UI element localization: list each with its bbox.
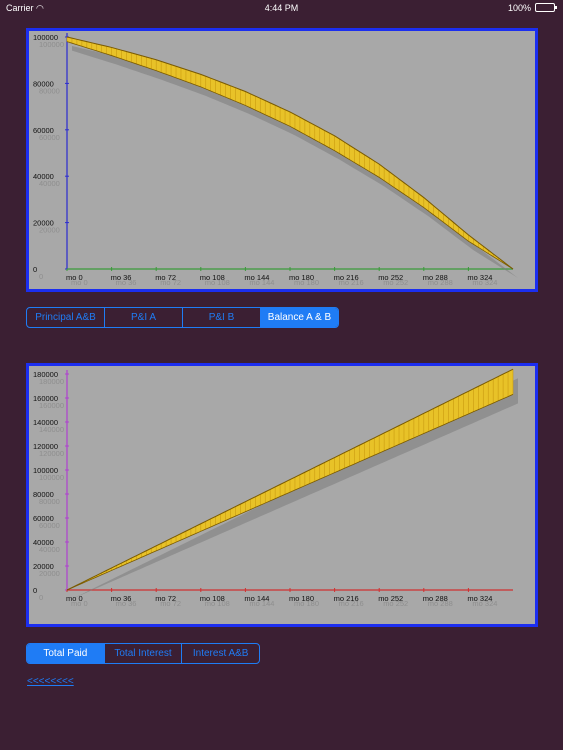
x-tick-shadow: mo 72 xyxy=(160,599,181,608)
y-tick-label: 100000 xyxy=(33,466,58,475)
x-tick-label: mo 72 xyxy=(155,273,176,282)
series-a-line xyxy=(66,36,514,270)
x-tick-label: mo 216 xyxy=(334,273,359,282)
x-tick-label: mo 72 xyxy=(155,594,176,603)
chart-mode-selector-bottom[interactable]: Total Paid Total Interest Interest A&B xyxy=(26,643,260,664)
x-tick-label: mo 252 xyxy=(378,594,403,603)
y-tick-shadow: 100000 xyxy=(39,473,64,482)
y-tick-label: 120000 xyxy=(33,442,58,451)
status-bar: Carrier ◠ 4:44 PM 100% xyxy=(0,0,563,16)
y-tick-shadow: 120000 xyxy=(39,449,64,458)
x-tick-label: mo 108 xyxy=(200,273,225,282)
y-tick-shadow: 20000 xyxy=(39,569,60,578)
x-tick-shadow: mo 36 xyxy=(116,599,137,608)
wifi-icon: ◠ xyxy=(36,3,44,13)
x-tick-shadow: mo 180 xyxy=(294,278,319,287)
x-tick-label: mo 216 xyxy=(334,594,359,603)
y-tick-label: 40000 xyxy=(33,538,54,547)
y-tick-shadow: 180000 xyxy=(39,377,64,386)
x-tick-shadow: mo 324 xyxy=(472,278,497,287)
x-tick-label: mo 324 xyxy=(467,594,492,603)
x-tick-label: mo 0 xyxy=(66,594,83,603)
y-tick-label: 100000 xyxy=(33,33,58,42)
x-tick-shadow: mo 144 xyxy=(249,278,274,287)
y-tick-label: 160000 xyxy=(33,394,58,403)
y-tick-shadow: 60000 xyxy=(39,133,60,142)
x-tick-label: mo 180 xyxy=(289,594,314,603)
x-tick-shadow: mo 72 xyxy=(160,278,181,287)
x-tick-shadow: mo 288 xyxy=(428,278,453,287)
y-tick-shadow: 160000 xyxy=(39,401,64,410)
x-tick-label: mo 108 xyxy=(200,594,225,603)
y-tick-shadow: 40000 xyxy=(39,179,60,188)
x-tick-shadow: mo 288 xyxy=(428,599,453,608)
total-interest-button[interactable]: Total Interest xyxy=(105,644,183,663)
x-tick-shadow: mo 252 xyxy=(383,599,408,608)
carrier-label: Carrier xyxy=(6,3,34,13)
series-a-line xyxy=(66,368,514,591)
series-band xyxy=(67,37,513,269)
y-tick-label: 0 xyxy=(33,586,37,595)
x-tick-label: mo 288 xyxy=(423,594,448,603)
band-shadow xyxy=(72,46,518,278)
y-tick-label: 60000 xyxy=(33,514,54,523)
x-tick-label: mo 288 xyxy=(423,273,448,282)
battery-icon xyxy=(535,3,557,12)
y-tick-label: 140000 xyxy=(33,418,58,427)
x-tick-shadow: mo 0 xyxy=(71,278,88,287)
x-tick-label: mo 144 xyxy=(244,273,269,282)
x-tick-label: mo 36 xyxy=(111,594,132,603)
y-tick-shadow: 0 xyxy=(39,272,43,281)
x-tick-shadow: mo 216 xyxy=(339,599,364,608)
x-tick-label: mo 0 xyxy=(66,273,83,282)
y-tick-label: 40000 xyxy=(33,172,54,181)
principal-ab-button[interactable]: Principal A&B xyxy=(27,308,105,327)
interest-ab-button[interactable]: Interest A&B xyxy=(182,644,259,663)
x-tick-shadow: mo 36 xyxy=(116,278,137,287)
y-tick-label: 80000 xyxy=(33,490,54,499)
y-tick-label: 20000 xyxy=(33,562,54,571)
x-tick-label: mo 252 xyxy=(378,273,403,282)
pi-b-button[interactable]: P&I B xyxy=(183,308,261,327)
pi-a-button[interactable]: P&I A xyxy=(105,308,183,327)
x-tick-label: mo 36 xyxy=(111,273,132,282)
y-tick-label: 60000 xyxy=(33,126,54,135)
balance-ab-button[interactable]: Balance A & B xyxy=(261,308,338,327)
series-b-line xyxy=(66,41,514,270)
x-tick-label: mo 324 xyxy=(467,273,492,282)
x-tick-label: mo 180 xyxy=(289,273,314,282)
chart-mode-selector-top[interactable]: Principal A&B P&I A P&I B Balance A & B xyxy=(26,307,339,328)
y-tick-shadow: 80000 xyxy=(39,497,60,506)
y-tick-label: 20000 xyxy=(33,219,54,228)
y-tick-shadow: 0 xyxy=(39,593,43,602)
y-tick-shadow: 20000 xyxy=(39,226,60,235)
y-tick-shadow: 100000 xyxy=(39,40,64,49)
y-tick-label: 0 xyxy=(33,265,37,274)
clock: 4:44 PM xyxy=(264,3,299,13)
x-tick-shadow: mo 0 xyxy=(71,599,88,608)
x-tick-label: mo 144 xyxy=(244,594,269,603)
x-tick-shadow: mo 108 xyxy=(205,278,230,287)
series-b-line xyxy=(66,394,514,591)
x-tick-shadow: mo 144 xyxy=(249,599,274,608)
y-tick-shadow: 140000 xyxy=(39,425,64,434)
x-tick-shadow: mo 324 xyxy=(472,599,497,608)
y-tick-label: 80000 xyxy=(33,79,54,88)
y-tick-shadow: 80000 xyxy=(39,86,60,95)
balance-chart: 0 0 20000 20000 40000 40000 60000 60000 80000 800… xyxy=(26,28,538,292)
x-tick-shadow: mo 180 xyxy=(294,599,319,608)
x-tick-shadow: mo 216 xyxy=(339,278,364,287)
x-tick-shadow: mo 252 xyxy=(383,278,408,287)
total-paid-button[interactable]: Total Paid xyxy=(27,644,105,663)
y-tick-shadow: 60000 xyxy=(39,521,60,530)
battery-percentage: 100% xyxy=(507,3,531,13)
totals-chart-svg: 0020000200004000040000600006000080000800… xyxy=(33,368,518,608)
x-tick-shadow: mo 108 xyxy=(205,599,230,608)
y-tick-shadow: 40000 xyxy=(39,545,60,554)
totals-chart: 0 0 20000 20000 40000 40000 60000 60000 80000 800… xyxy=(26,363,538,627)
back-link[interactable]: <<<<<<<< xyxy=(27,676,74,687)
y-tick-label: 180000 xyxy=(33,370,58,379)
